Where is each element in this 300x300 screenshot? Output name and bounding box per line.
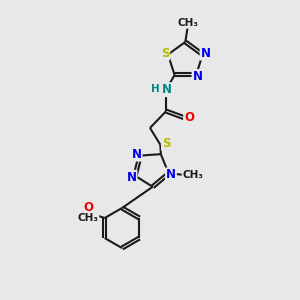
Text: H: H bbox=[151, 84, 160, 94]
Text: S: S bbox=[162, 137, 170, 150]
Text: N: N bbox=[132, 148, 142, 160]
Text: O: O bbox=[83, 201, 93, 214]
Text: N: N bbox=[127, 171, 136, 184]
Text: N: N bbox=[201, 46, 211, 60]
Text: N: N bbox=[162, 83, 172, 96]
Text: S: S bbox=[161, 46, 169, 60]
Text: CH₃: CH₃ bbox=[183, 170, 204, 180]
Text: CH₃: CH₃ bbox=[177, 18, 198, 28]
Text: O: O bbox=[184, 111, 194, 124]
Text: N: N bbox=[193, 70, 202, 83]
Text: N: N bbox=[166, 168, 176, 182]
Text: CH₃: CH₃ bbox=[77, 213, 98, 223]
